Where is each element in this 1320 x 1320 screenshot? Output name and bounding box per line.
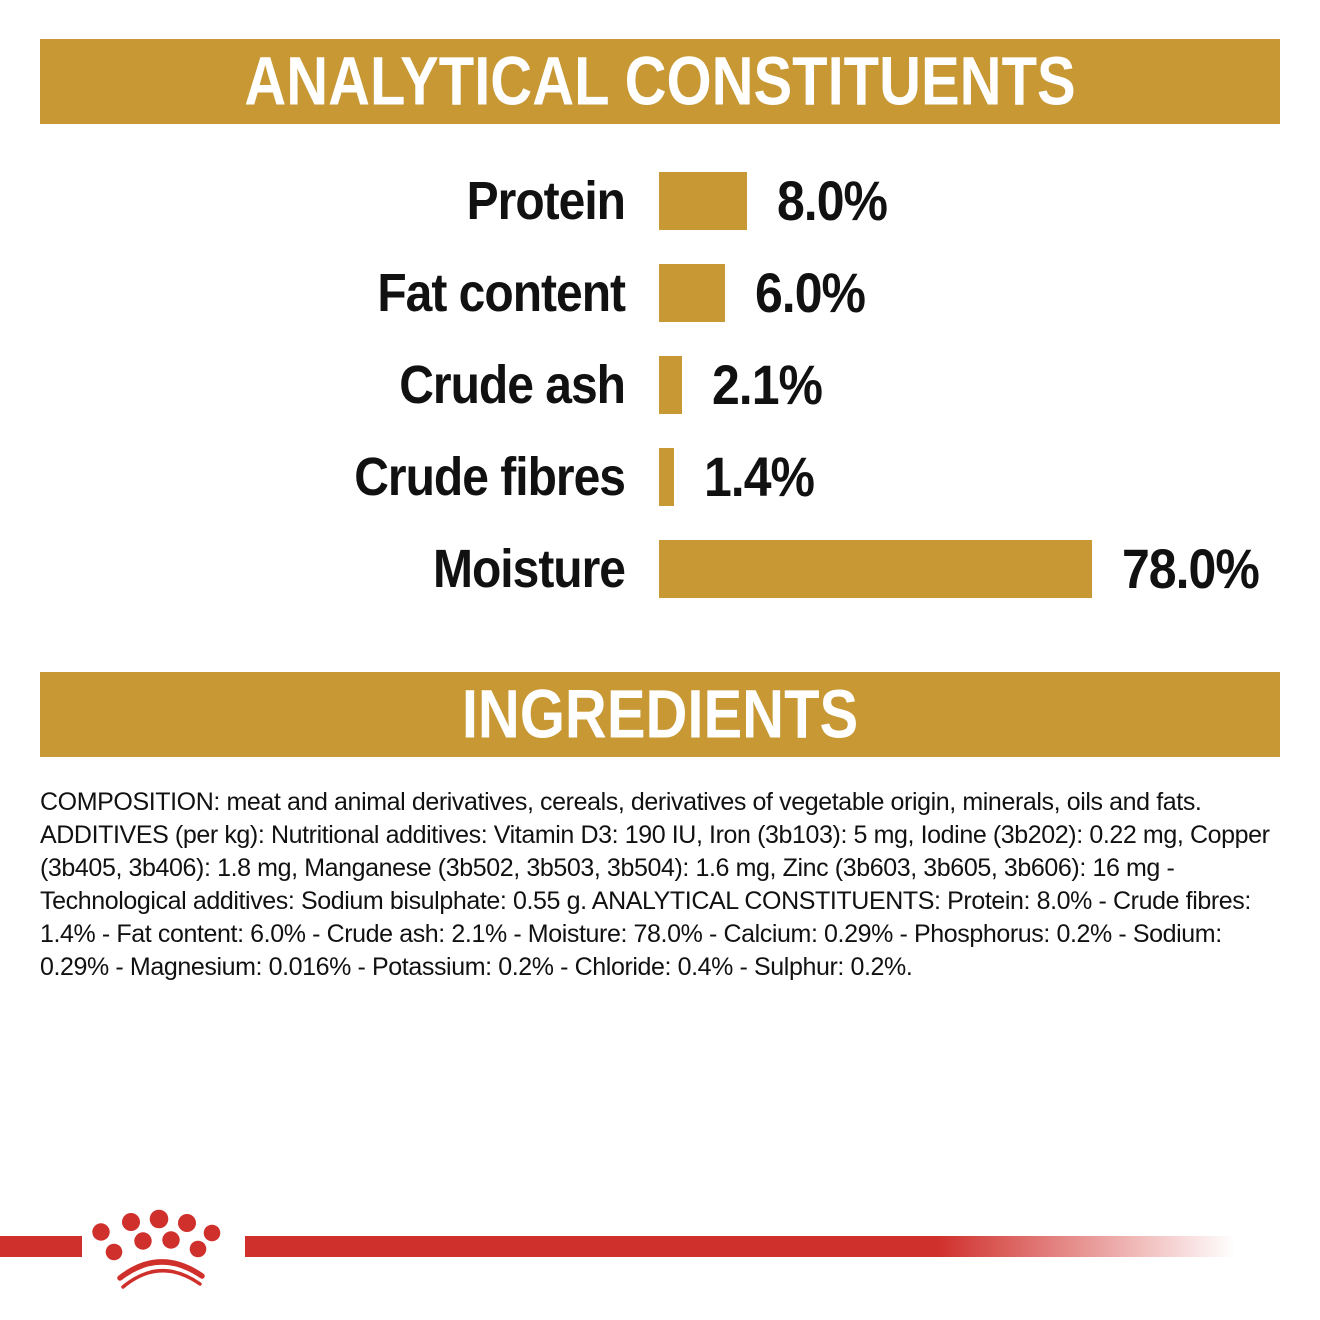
ingredients-banner: INGREDIENTS: [40, 672, 1280, 757]
bar-value: 8.0%: [777, 169, 888, 233]
footer-red-line-right: [245, 1236, 1235, 1257]
analytical-constituents-chart: Protein 8.0% Fat content 6.0% Crude ash …: [40, 155, 1280, 615]
chart-row-crude-ash: Crude ash 2.1%: [40, 339, 1280, 431]
bar-label: Crude fibres: [354, 447, 626, 507]
royal-canin-crown-logo: [92, 1209, 221, 1289]
chart-row-crude-fibres: Crude fibres 1.4%: [40, 431, 1280, 523]
bar-protein: [659, 172, 747, 230]
bar-label: Crude ash: [399, 355, 626, 415]
bar-crude-fibres: [659, 448, 674, 506]
chart-row-fat-content: Fat content 6.0%: [40, 247, 1280, 339]
bar-crude-ash: [659, 356, 682, 414]
bar-value: 2.1%: [712, 353, 823, 417]
bar-value: 1.4%: [704, 445, 815, 509]
composition-additives-text: COMPOSITION: meat and animal derivatives…: [40, 788, 1270, 981]
chart-row-moisture: Moisture 78.0%: [40, 523, 1280, 615]
analytical-constituents-banner: ANALYTICAL CONSTITUENTS: [40, 39, 1280, 124]
bar-fat-content: [659, 264, 725, 322]
ingredients-title: INGREDIENTS: [461, 676, 859, 753]
chart-row-protein: Protein 8.0%: [40, 155, 1280, 247]
bar-value: 6.0%: [755, 261, 866, 325]
bar-moisture: [659, 540, 1092, 598]
bar-label: Fat content: [377, 263, 626, 323]
footer-red-line-left: [0, 1236, 82, 1257]
bar-label: Protein: [466, 171, 626, 231]
bar-label: Moisture: [432, 539, 626, 599]
bar-value: 78.0%: [1122, 537, 1260, 601]
analytical-constituents-title: ANALYTICAL CONSTITUENTS: [244, 43, 1076, 120]
